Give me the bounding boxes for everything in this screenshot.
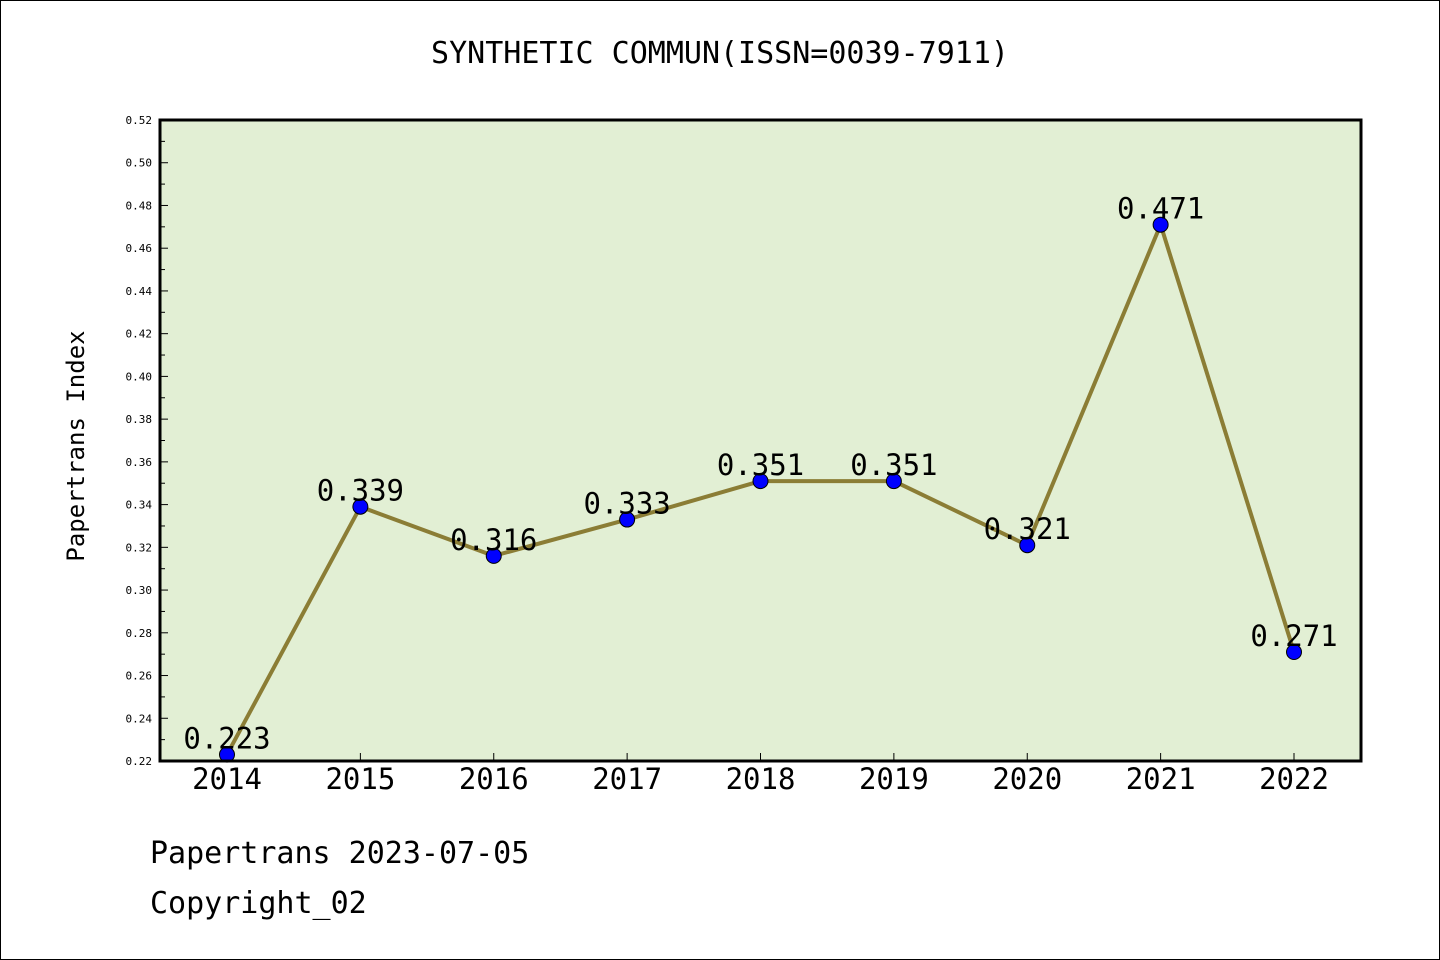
data-label: 0.471 [1117, 192, 1204, 226]
y-tick-label: 0.24 [126, 712, 153, 725]
data-label: 0.316 [450, 523, 537, 557]
data-label: 0.271 [1250, 619, 1337, 653]
plot-border [158, 118, 1363, 763]
data-point [352, 498, 369, 515]
series-layer: 0.223 0.339 0.316 0.333 0.351 0.351 0.321 0.471… [183, 192, 1338, 763]
x-tick-label: 2020 [992, 762, 1062, 796]
x-tick-label: 2019 [859, 762, 929, 796]
y-tick-label: 0.34 [126, 499, 153, 512]
y-tick-label: 0.42 [126, 328, 153, 341]
data-point [1286, 644, 1302, 661]
x-tick-label: 2016 [459, 762, 529, 796]
data-label: 0.339 [317, 474, 404, 508]
footer-copyright: Copyright_02 [150, 886, 367, 921]
data-point [752, 473, 769, 490]
data-point [485, 547, 502, 564]
data-label: 0.333 [583, 487, 670, 521]
x-axis-ticks: 2014 2015 2016 2017 2018 2019 2020 2021 2022 [192, 753, 1329, 796]
data-label: 0.351 [850, 448, 937, 482]
x-tick-label: 2017 [592, 762, 662, 796]
x-tick-label: 2021 [1126, 762, 1196, 796]
y-tick-label: 0.50 [126, 157, 153, 170]
x-tick-label: 2022 [1259, 762, 1329, 796]
y-tick-label: 0.52 [126, 114, 153, 127]
x-tick-label: 2015 [325, 762, 395, 796]
data-label: 0.223 [183, 722, 270, 756]
y-tick-label: 0.46 [126, 242, 153, 255]
y-tick-label: 0.28 [126, 627, 153, 640]
y-tick-label: 0.38 [126, 413, 153, 426]
chart-title: SYNTHETIC COMMUN(ISSN=0039-7911) [431, 36, 1009, 71]
data-point [1019, 537, 1036, 554]
y-tick-label: 0.26 [126, 670, 153, 683]
data-label: 0.321 [984, 512, 1071, 546]
y-tick-label: 0.40 [126, 370, 153, 383]
y-tick-label: 0.48 [126, 199, 153, 212]
y-tick-label: 0.22 [126, 755, 153, 768]
data-point [1152, 216, 1169, 233]
data-label: 0.351 [717, 448, 804, 482]
y-tick-label: 0.44 [126, 285, 153, 298]
data-point [619, 511, 636, 528]
data-point [885, 473, 902, 490]
y-tick-label: 0.36 [126, 456, 153, 469]
y-tick-label: 0.32 [126, 541, 153, 554]
footer-date: Papertrans 2023-07-05 [150, 836, 530, 871]
x-tick-label: 2014 [192, 762, 262, 796]
y-tick-label: 0.30 [126, 584, 153, 597]
x-tick-label: 2018 [726, 762, 796, 796]
y-axis-ticks: 0.22 0.24 0.26 0.28 0.30 0.32 0.34 0.36 0.38 0.40… [126, 114, 168, 768]
